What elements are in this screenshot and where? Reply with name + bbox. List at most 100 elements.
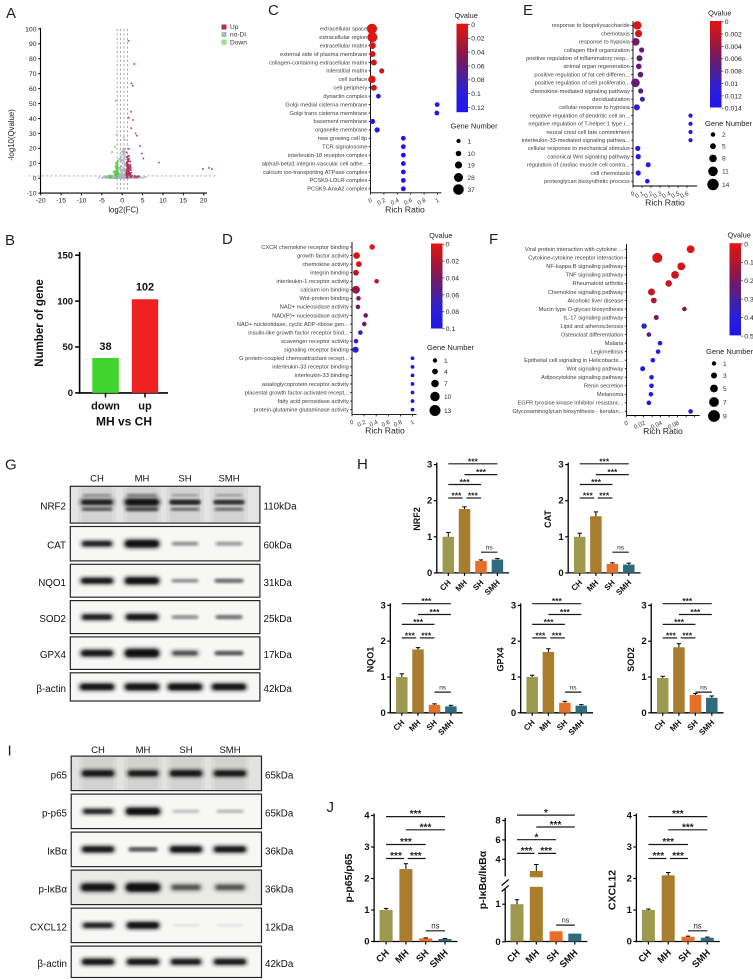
svg-text:Viral protein interaction with: Viral protein interaction with cytokine …: [525, 247, 624, 253]
svg-text:0.8: 0.8: [417, 198, 428, 207]
svg-text:***: ***: [468, 491, 479, 501]
svg-text:cellular response to hypoxia: cellular response to hypoxia: [559, 105, 630, 111]
svg-text:***: ***: [535, 630, 546, 640]
svg-text:placental growth factor-activa: placental growth factor-activated recept…: [245, 390, 349, 396]
svg-text:animal organ regeneration: animal organ regeneration: [563, 64, 629, 70]
svg-text:0.01: 0.01: [725, 81, 738, 88]
svg-text:Rheumatoid arthritis: Rheumatoid arthritis: [572, 281, 623, 287]
svg-text:negative regulation of dendrit: negative regulation of dendritic cell an…: [530, 113, 631, 119]
svg-text:Renin secretion: Renin secretion: [584, 384, 624, 390]
svg-text:***: ***: [550, 820, 562, 831]
svg-text:1: 1: [723, 361, 727, 368]
svg-text:TNF signaling pathway: TNF signaling pathway: [566, 273, 624, 279]
svg-text:***: ***: [662, 837, 674, 848]
svg-text:4: 4: [627, 811, 633, 822]
svg-text:organelle membrane: organelle membrane: [315, 128, 367, 134]
svg-text:NQO1: NQO1: [38, 578, 66, 589]
svg-text:extracellular matrix: extracellular matrix: [320, 43, 368, 49]
svg-text:***: ***: [390, 851, 402, 862]
svg-text:5: 5: [141, 198, 145, 205]
svg-text:collagen fibril organization: collagen fibril organization: [564, 48, 630, 54]
svg-text:Alcoholic liver disease: Alcoholic liver disease: [567, 298, 623, 304]
svg-text:negative regulation of T-helpe: negative regulation of T-helper 1 type i…: [528, 122, 630, 128]
svg-text:NAD(P)+ nucleosidase activity: NAD(P)+ nucleosidase activity: [272, 313, 349, 319]
svg-text:TCR signalosome: TCR signalosome: [322, 145, 367, 151]
svg-text:0.4: 0.4: [744, 315, 753, 322]
svg-text:A: A: [6, 5, 16, 22]
svg-text:10: 10: [444, 394, 452, 401]
svg-text:-20: -20: [36, 198, 46, 205]
svg-text:D: D: [222, 231, 233, 248]
svg-text:0.4: 0.4: [369, 419, 380, 428]
svg-text:***: ***: [591, 477, 602, 487]
svg-text:G: G: [5, 457, 17, 474]
svg-text:neural crest cell fate commitm: neural crest cell fate commitment: [546, 130, 630, 136]
svg-text:asialoglycoprotein receptor ac: asialoglycoprotein receptor activity: [262, 382, 349, 388]
svg-text:***: ***: [583, 491, 594, 501]
svg-text:cell chemotaxis: cell chemotaxis: [591, 171, 630, 177]
svg-text:protein-glutamine glutaminase: protein-glutamine glutaminase activity: [254, 407, 349, 413]
svg-text:2: 2: [722, 132, 726, 139]
svg-text:5: 5: [722, 144, 726, 151]
svg-text:2: 2: [381, 636, 386, 647]
svg-text:0: 0: [725, 19, 729, 26]
svg-text:0.4: 0.4: [662, 191, 673, 200]
svg-text:CXCL12: CXCL12: [606, 870, 618, 910]
svg-text:NF-kappa B signaling pathway: NF-kappa B signaling pathway: [546, 264, 623, 270]
svg-text:1: 1: [495, 899, 501, 910]
svg-text:***: ***: [607, 467, 618, 477]
svg-text:***: ***: [552, 630, 563, 640]
svg-text:CAT: CAT: [543, 510, 553, 528]
svg-text:100: 100: [57, 296, 73, 307]
svg-text:0.1: 0.1: [471, 91, 481, 98]
svg-text:0.12: 0.12: [471, 105, 484, 112]
svg-text:0.06: 0.06: [446, 292, 459, 299]
svg-text:***: ***: [521, 846, 533, 857]
svg-text:0: 0: [368, 198, 374, 205]
svg-text:alpha9-beta1 integrin-vascular: alpha9-beta1 integrin-vascular cell adhe…: [262, 161, 368, 167]
svg-text:no-DI: no-DI: [230, 32, 246, 39]
svg-text:ns: ns: [431, 921, 439, 930]
svg-text:9: 9: [723, 413, 727, 420]
svg-text:***: ***: [552, 596, 563, 606]
svg-text:***: ***: [599, 456, 610, 466]
svg-text:5: 5: [723, 386, 727, 393]
svg-text:decidualization: decidualization: [592, 97, 630, 103]
svg-text:***: ***: [420, 822, 432, 833]
svg-text:chemotaxis: chemotaxis: [601, 31, 630, 37]
svg-text:0.006: 0.006: [725, 56, 742, 63]
svg-text:0: 0: [624, 420, 630, 427]
svg-text:SH: SH: [179, 745, 192, 756]
svg-text:1: 1: [427, 532, 433, 543]
svg-text:CXCL12: CXCL12: [30, 923, 67, 934]
svg-text:Chemokine signaling pathway: Chemokine signaling pathway: [548, 290, 624, 296]
svg-text:0: 0: [427, 568, 432, 579]
svg-text:0.002: 0.002: [725, 32, 742, 39]
svg-text:0.6: 0.6: [680, 191, 691, 200]
svg-text:positive regulation of inflamm: positive regulation of inflammatory resp…: [526, 56, 630, 62]
svg-text:SOD2: SOD2: [39, 614, 66, 625]
svg-text:***: ***: [560, 607, 571, 617]
svg-text:0.1: 0.1: [635, 191, 646, 200]
svg-text:NRF2: NRF2: [40, 502, 66, 513]
svg-text:response to hypoxia: response to hypoxia: [579, 40, 631, 46]
svg-text:0.08: 0.08: [471, 77, 484, 84]
svg-text:growth factor activity: growth factor activity: [297, 253, 349, 259]
svg-text:Wnt-protein binding: Wnt-protein binding: [299, 296, 348, 302]
svg-text:NAD+ nucleotidase, cyclic ADP-: NAD+ nucleotidase, cyclic ADP-ribose gen…: [237, 322, 349, 328]
svg-text:3: 3: [627, 842, 632, 853]
svg-text:0: 0: [120, 198, 124, 205]
svg-text:fatty acid peroxidase activity: fatty acid peroxidase activity: [278, 399, 349, 405]
svg-text:***: ***: [405, 630, 416, 640]
svg-text:integrin binding: integrin binding: [310, 271, 349, 277]
svg-text:interleukin-33-mediated signal: interleukin-33-mediated signaling pathwa…: [522, 138, 631, 144]
svg-text:MH: MH: [136, 745, 151, 756]
svg-text:Down: Down: [230, 39, 247, 46]
svg-text:positive regulation of fat cel: positive regulation of fat cell differen…: [534, 72, 630, 78]
svg-text:NRF2: NRF2: [412, 507, 422, 531]
svg-text:90: 90: [29, 41, 37, 48]
svg-text:36kDa: 36kDa: [265, 885, 294, 896]
svg-text:CXCR chemokine receptor bindin: CXCR chemokine receptor binding: [261, 245, 349, 251]
svg-text:down: down: [91, 401, 120, 413]
svg-text:positive regulation of cell pr: positive regulation of cell proliferatio…: [535, 81, 631, 87]
